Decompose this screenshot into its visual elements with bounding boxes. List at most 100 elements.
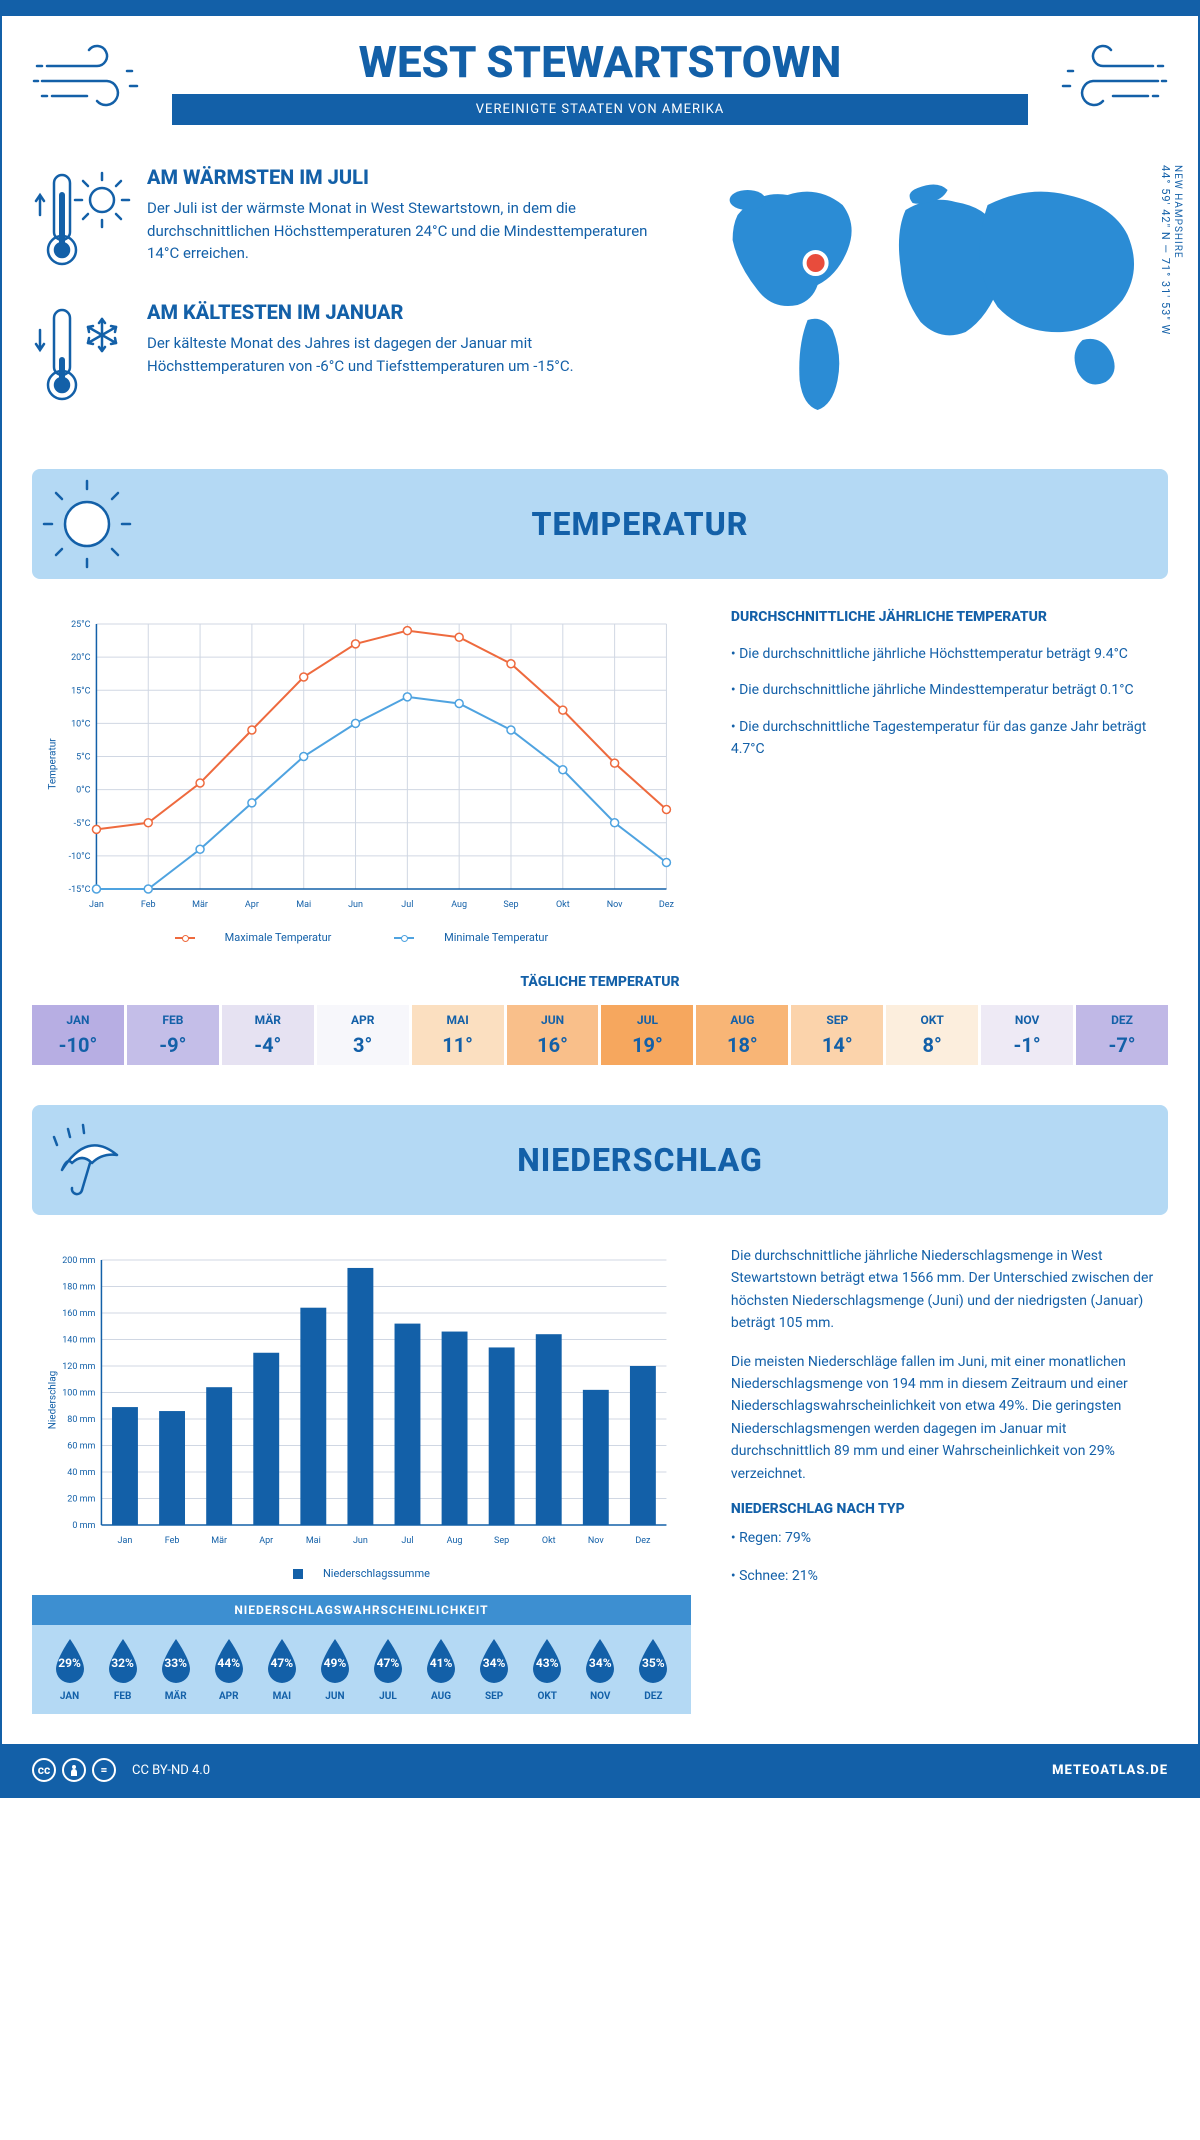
svg-text:Mai: Mai <box>306 1536 321 1546</box>
prob-cell: 34%NOV <box>575 1637 626 1702</box>
prob-cell: 43%OKT <box>522 1637 573 1702</box>
prob-cell: 47%MAI <box>256 1637 307 1702</box>
prob-cell: 33%MÄR <box>150 1637 201 1702</box>
license-label: CC BY-ND 4.0 <box>132 1763 210 1778</box>
thermometer-snow-icon <box>32 300 132 410</box>
svg-text:Dez: Dez <box>659 900 675 910</box>
prob-cell: 34%SEP <box>469 1637 520 1702</box>
by-icon <box>62 1758 86 1782</box>
sun-icon <box>42 479 132 569</box>
svg-text:120 mm: 120 mm <box>62 1362 95 1372</box>
svg-text:25°C: 25°C <box>71 620 90 630</box>
svg-text:Mai: Mai <box>296 900 311 910</box>
daily-temp-cell: AUG18° <box>696 1005 788 1065</box>
svg-text:100 mm: 100 mm <box>62 1389 95 1399</box>
svg-text:10°C: 10°C <box>71 719 90 729</box>
daily-temp-cell: JUN16° <box>507 1005 599 1065</box>
svg-text:140 mm: 140 mm <box>62 1336 95 1346</box>
svg-text:160 mm: 160 mm <box>62 1309 95 1319</box>
svg-text:20 mm: 20 mm <box>67 1495 95 1505</box>
svg-text:Okt: Okt <box>542 1536 556 1546</box>
daily-temp-cell: JAN-10° <box>32 1005 124 1065</box>
nd-icon: = <box>92 1758 116 1782</box>
precip-rain: • Regen: 79% <box>731 1527 1168 1549</box>
daily-temp-cell: JUL19° <box>601 1005 693 1065</box>
subtitle: VEREINIGTE STAATEN VON AMERIKA <box>172 94 1028 125</box>
svg-text:Jan: Jan <box>118 1536 133 1546</box>
prob-cell: 41%AUG <box>416 1637 467 1702</box>
precipitation-bar-chart: 0 mm20 mm40 mm60 mm80 mm100 mm120 mm140 … <box>32 1245 691 1555</box>
footer: cc = CC BY-ND 4.0 METEOATLAS.DE <box>2 1744 1198 1796</box>
precip-type-heading: NIEDERSCHLAG NACH TYP <box>731 1501 1168 1517</box>
precipitation-legend: Niederschlagssumme <box>32 1567 691 1580</box>
cc-icon: cc <box>32 1758 56 1782</box>
svg-text:Aug: Aug <box>447 1536 463 1546</box>
temp-bullet-1: • Die durchschnittliche jährliche Höchst… <box>731 643 1168 665</box>
daily-temp-cell: APR3° <box>317 1005 409 1065</box>
prob-cell: 47%JUL <box>362 1637 413 1702</box>
precip-desc-1: Die durchschnittliche jährliche Niedersc… <box>731 1245 1168 1335</box>
daily-temp-cell: OKT8° <box>886 1005 978 1065</box>
thermometer-sun-icon <box>32 165 132 275</box>
temperature-line-chart: -15°C-10°C-5°C0°C5°C10°C15°C20°C25°CJanF… <box>32 609 691 919</box>
warmest-block: AM WÄRMSTEN IM JULI Der Juli ist der wär… <box>32 165 657 275</box>
svg-text:Temperatur: Temperatur <box>47 738 58 790</box>
svg-text:Jan: Jan <box>89 900 104 910</box>
svg-text:Okt: Okt <box>556 900 570 910</box>
world-map-icon <box>687 165 1168 435</box>
warmest-heading: AM WÄRMSTEN IM JULI <box>147 165 657 189</box>
svg-text:Jul: Jul <box>401 1536 413 1546</box>
svg-text:60 mm: 60 mm <box>67 1442 95 1452</box>
svg-text:Mär: Mär <box>211 1536 227 1546</box>
svg-text:5°C: 5°C <box>76 753 90 763</box>
prob-cell: 29%JAN <box>44 1637 95 1702</box>
daily-temp-cell: MAI11° <box>412 1005 504 1065</box>
svg-text:-15°C: -15°C <box>69 885 91 895</box>
daily-temp-cell: SEP14° <box>791 1005 883 1065</box>
svg-text:40 mm: 40 mm <box>67 1468 95 1478</box>
prob-cell: 49%JUN <box>309 1637 360 1702</box>
temp-bullet-2: • Die durchschnittliche jährliche Mindes… <box>731 679 1168 701</box>
page-title: WEST STEWARTSTOWN <box>152 36 1048 88</box>
svg-text:Jun: Jun <box>348 900 363 910</box>
precip-desc-2: Die meisten Niederschläge fallen im Juni… <box>731 1351 1168 1485</box>
svg-text:-10°C: -10°C <box>69 852 91 862</box>
prob-cell: 35%DEZ <box>628 1637 679 1702</box>
wind-icon-left <box>32 41 152 121</box>
svg-text:80 mm: 80 mm <box>67 1415 95 1425</box>
svg-text:0°C: 0°C <box>76 786 90 796</box>
temperature-heading: TEMPERATUR <box>132 505 1148 543</box>
daily-temp-cell: DEZ-7° <box>1076 1005 1168 1065</box>
svg-text:200 mm: 200 mm <box>62 1256 95 1266</box>
warmest-text: Der Juli ist der wärmste Monat in West S… <box>147 197 657 265</box>
svg-text:Jul: Jul <box>401 900 413 910</box>
svg-text:Feb: Feb <box>141 900 156 910</box>
temperature-legend: Maximale Temperatur Minimale Temperatur <box>32 931 691 944</box>
umbrella-icon <box>42 1115 132 1205</box>
svg-text:Apr: Apr <box>245 900 259 910</box>
world-map-block: NEW HAMPSHIRE 44° 59' 42" N — 71° 31' 53… <box>687 165 1168 439</box>
svg-text:-5°C: -5°C <box>74 819 91 829</box>
svg-text:Jun: Jun <box>353 1536 368 1546</box>
precipitation-banner: NIEDERSCHLAG <box>32 1105 1168 1215</box>
svg-text:Mär: Mär <box>192 900 208 910</box>
precipitation-probability-box: NIEDERSCHLAGSWAHRSCHEINLICHKEIT 29%JAN32… <box>32 1595 691 1714</box>
site-label: METEOATLAS.DE <box>1052 1763 1168 1778</box>
header: WEST STEWARTSTOWN VEREINIGTE STAATEN VON… <box>32 36 1168 125</box>
coldest-block: AM KÄLTESTEN IM JANUAR Der kälteste Mona… <box>32 300 657 410</box>
daily-temp-heading: TÄGLICHE TEMPERATUR <box>32 974 1168 990</box>
daily-temp-cell: MÄR-4° <box>222 1005 314 1065</box>
svg-text:Niederschlag: Niederschlag <box>47 1371 58 1430</box>
wind-icon-right <box>1048 41 1168 121</box>
svg-text:Feb: Feb <box>165 1536 180 1546</box>
prob-cell: 44%APR <box>203 1637 254 1702</box>
prob-cell: 32%FEB <box>97 1637 148 1702</box>
region-label: NEW HAMPSHIRE <box>1172 165 1183 335</box>
svg-text:15°C: 15°C <box>71 686 90 696</box>
precipitation-heading: NIEDERSCHLAG <box>132 1141 1148 1179</box>
svg-text:Sep: Sep <box>503 900 518 910</box>
svg-text:Aug: Aug <box>451 900 467 910</box>
coordinates-label: 44° 59' 42" N — 71° 31' 53" W <box>1159 165 1172 335</box>
temp-bullet-3: • Die durchschnittliche Tagestemperatur … <box>731 716 1168 761</box>
svg-text:Nov: Nov <box>607 900 623 910</box>
